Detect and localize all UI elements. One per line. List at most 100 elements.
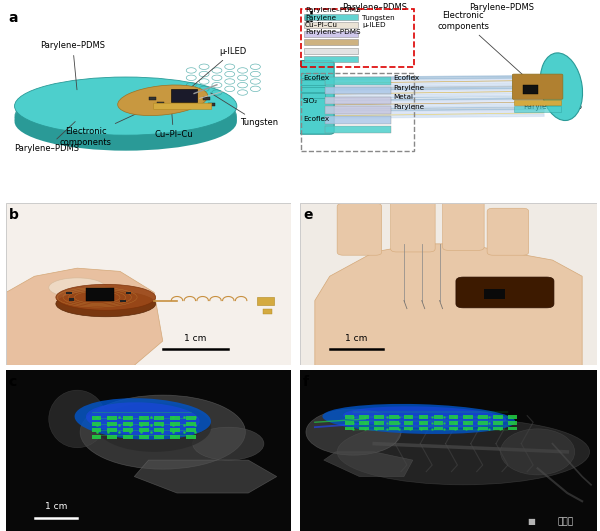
Bar xyxy=(91,422,101,426)
Bar xyxy=(154,422,164,426)
Bar xyxy=(359,415,369,419)
Text: Parylene: Parylene xyxy=(394,84,425,91)
Text: Cu–PI–Cu: Cu–PI–Cu xyxy=(154,109,193,139)
Text: Tungsten: Tungsten xyxy=(362,15,395,21)
Bar xyxy=(304,56,358,63)
Bar xyxy=(325,107,391,114)
Text: Ecoflex: Ecoflex xyxy=(303,116,329,122)
Bar xyxy=(304,14,358,20)
Ellipse shape xyxy=(306,409,401,455)
Bar xyxy=(374,427,384,431)
Bar xyxy=(149,97,155,100)
Text: 1 cm: 1 cm xyxy=(184,334,207,343)
Bar xyxy=(301,73,415,151)
Bar xyxy=(170,416,180,420)
Ellipse shape xyxy=(97,402,211,452)
Text: Metal: Metal xyxy=(394,95,413,100)
Bar xyxy=(389,427,398,431)
Ellipse shape xyxy=(74,398,211,440)
Ellipse shape xyxy=(14,77,237,135)
Text: d: d xyxy=(303,11,313,25)
Bar xyxy=(301,93,325,98)
Bar xyxy=(389,415,398,419)
Bar xyxy=(185,416,196,420)
Text: Parylene–PDMS: Parylene–PDMS xyxy=(342,3,407,12)
Bar xyxy=(263,309,272,313)
Bar xyxy=(478,415,488,419)
Text: μ-ILED: μ-ILED xyxy=(185,47,247,93)
Bar xyxy=(325,87,391,95)
Bar xyxy=(463,421,473,425)
Bar xyxy=(419,421,428,425)
Text: Tungsten: Tungsten xyxy=(211,93,278,127)
FancyBboxPatch shape xyxy=(391,197,435,252)
Ellipse shape xyxy=(193,427,264,460)
Bar xyxy=(404,415,413,419)
Ellipse shape xyxy=(14,87,237,145)
Ellipse shape xyxy=(118,85,208,116)
Bar xyxy=(157,101,164,105)
Text: Ecoflex: Ecoflex xyxy=(394,75,419,81)
FancyBboxPatch shape xyxy=(456,277,554,308)
Bar xyxy=(304,48,358,54)
Bar xyxy=(170,422,180,426)
FancyBboxPatch shape xyxy=(299,61,334,134)
Polygon shape xyxy=(324,452,413,477)
Text: e: e xyxy=(303,208,313,222)
Bar xyxy=(304,22,358,28)
Text: Electronic
components: Electronic components xyxy=(60,105,155,147)
Bar xyxy=(172,89,197,102)
Bar xyxy=(404,421,413,425)
Text: Parylene–PDMS: Parylene–PDMS xyxy=(523,102,582,111)
Bar xyxy=(208,102,215,106)
Bar xyxy=(449,415,458,419)
Bar xyxy=(69,298,74,301)
FancyBboxPatch shape xyxy=(512,74,563,99)
Text: Parylene: Parylene xyxy=(394,104,425,110)
Bar xyxy=(325,78,391,85)
Text: 量子位: 量子位 xyxy=(557,517,573,526)
Bar xyxy=(185,422,196,426)
Bar xyxy=(493,427,503,431)
Bar xyxy=(66,292,71,294)
Bar xyxy=(120,300,126,302)
Bar xyxy=(107,429,117,432)
Bar xyxy=(514,100,562,105)
Bar xyxy=(170,434,180,439)
Ellipse shape xyxy=(14,92,237,151)
Bar xyxy=(359,427,369,431)
Bar xyxy=(107,434,117,439)
Bar xyxy=(154,429,164,432)
Bar xyxy=(325,126,391,133)
Text: Parylene–PDMS: Parylene–PDMS xyxy=(305,7,361,13)
Bar xyxy=(107,416,117,420)
Bar xyxy=(123,434,133,439)
Bar xyxy=(301,80,325,85)
Bar xyxy=(478,427,488,431)
Ellipse shape xyxy=(343,406,506,429)
Bar xyxy=(139,429,149,432)
Text: Parylene: Parylene xyxy=(305,15,336,21)
Bar xyxy=(301,73,325,78)
Ellipse shape xyxy=(500,429,575,475)
Bar xyxy=(257,297,274,305)
Bar xyxy=(185,429,196,432)
Bar xyxy=(123,429,133,432)
Bar xyxy=(123,416,133,420)
Bar xyxy=(523,85,538,95)
Text: a: a xyxy=(9,11,19,25)
Text: 1 cm: 1 cm xyxy=(44,502,67,511)
Bar xyxy=(185,434,196,439)
Bar xyxy=(419,415,428,419)
Bar xyxy=(374,415,384,419)
Bar xyxy=(478,421,488,425)
Bar xyxy=(493,421,503,425)
Text: Parylene–PDMS: Parylene–PDMS xyxy=(40,41,105,90)
FancyBboxPatch shape xyxy=(443,199,484,250)
Bar xyxy=(301,87,325,91)
Bar xyxy=(389,421,398,425)
FancyBboxPatch shape xyxy=(154,103,212,109)
Text: b: b xyxy=(9,208,19,222)
Ellipse shape xyxy=(337,419,590,485)
Ellipse shape xyxy=(322,404,515,434)
